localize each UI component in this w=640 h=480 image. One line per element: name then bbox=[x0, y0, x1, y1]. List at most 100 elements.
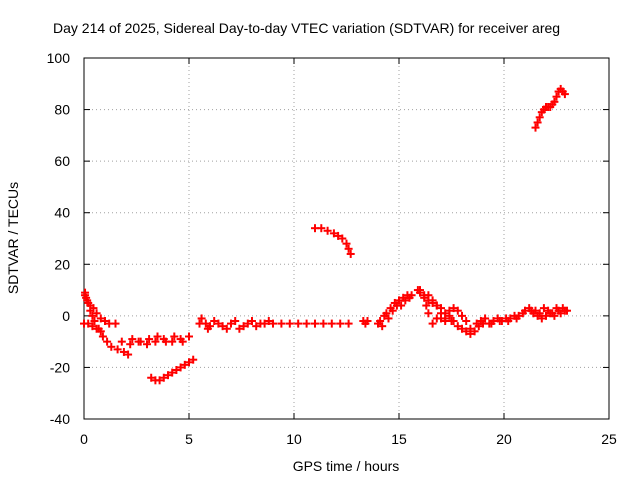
data-point bbox=[197, 314, 206, 323]
data-point bbox=[227, 319, 235, 328]
data-point bbox=[327, 319, 336, 328]
data-point bbox=[533, 118, 542, 127]
x-tick-label: 25 bbox=[601, 431, 617, 447]
data-point bbox=[428, 319, 437, 328]
data-point bbox=[319, 319, 328, 328]
data-point bbox=[416, 286, 424, 295]
data-point bbox=[285, 319, 294, 328]
data-point bbox=[388, 306, 397, 315]
data-point bbox=[550, 97, 559, 106]
y-tick-label: 0 bbox=[62, 308, 70, 324]
data-point bbox=[487, 319, 496, 328]
data-point bbox=[172, 366, 181, 375]
data-point bbox=[136, 337, 145, 346]
data-point bbox=[248, 317, 256, 326]
chart-title: Day 214 of 2025, Sidereal Day-to-day VTE… bbox=[53, 20, 560, 36]
data-point bbox=[311, 319, 319, 328]
data-point bbox=[214, 319, 223, 328]
data-point bbox=[428, 296, 437, 305]
data-point bbox=[294, 319, 303, 328]
data-point bbox=[92, 309, 101, 318]
data-point bbox=[470, 327, 479, 336]
x-tick-label: 0 bbox=[80, 431, 88, 447]
data-point bbox=[88, 322, 97, 331]
data-point bbox=[344, 244, 353, 253]
data-point bbox=[441, 314, 450, 323]
data-point bbox=[111, 319, 120, 328]
data-point bbox=[147, 373, 156, 382]
data-point bbox=[495, 317, 504, 326]
data-point bbox=[206, 322, 214, 331]
data-point bbox=[453, 306, 462, 315]
data-point bbox=[560, 90, 569, 99]
data-point bbox=[243, 319, 252, 328]
data-point bbox=[384, 314, 393, 323]
y-axis-label: SDTVAR / TECUs bbox=[5, 182, 21, 294]
axis-ticks bbox=[83, 57, 610, 420]
x-tick-label: 15 bbox=[391, 431, 407, 447]
data-point bbox=[401, 296, 410, 305]
data-point bbox=[210, 317, 219, 326]
data-point bbox=[531, 123, 540, 132]
data-point bbox=[119, 347, 128, 356]
y-tick-labels: -40 -20 0 20 40 60 80 100 bbox=[47, 50, 71, 427]
data-point bbox=[84, 319, 93, 328]
data-point bbox=[222, 324, 231, 333]
x-tick-label: 5 bbox=[185, 431, 193, 447]
x-tick-label: 20 bbox=[496, 431, 512, 447]
data-point bbox=[344, 319, 353, 328]
data-point bbox=[161, 337, 170, 346]
data-point bbox=[231, 317, 240, 326]
data-point bbox=[317, 224, 326, 233]
data-point bbox=[329, 229, 338, 238]
plot-frame bbox=[83, 57, 610, 420]
data-point bbox=[302, 319, 311, 328]
data-point bbox=[437, 309, 445, 318]
data-point bbox=[86, 306, 95, 315]
data-point bbox=[176, 363, 185, 372]
data-point bbox=[474, 322, 483, 331]
data-point bbox=[235, 324, 244, 333]
data-point bbox=[336, 319, 345, 328]
data-point bbox=[180, 360, 189, 369]
data-point bbox=[458, 324, 466, 333]
data-point bbox=[453, 322, 462, 331]
data-point bbox=[449, 304, 458, 313]
data-point bbox=[512, 314, 521, 323]
data-point bbox=[103, 337, 112, 346]
data-point bbox=[96, 327, 105, 336]
data-point bbox=[145, 335, 154, 344]
y-tick-label: 40 bbox=[54, 205, 70, 221]
data-point bbox=[128, 335, 137, 344]
data-point bbox=[98, 332, 107, 341]
data-point bbox=[117, 337, 126, 346]
data-point bbox=[462, 317, 471, 326]
data-point bbox=[378, 322, 387, 331]
data-point bbox=[81, 291, 90, 300]
data-point bbox=[382, 309, 391, 318]
x-axis-label: GPS time / hours bbox=[293, 458, 400, 474]
data-point bbox=[92, 324, 101, 333]
data-point bbox=[556, 309, 565, 318]
data-point bbox=[449, 317, 458, 326]
x-tick-label: 10 bbox=[286, 431, 302, 447]
data-point bbox=[552, 92, 561, 101]
y-tick-label: -40 bbox=[50, 411, 70, 427]
data-point bbox=[334, 231, 343, 240]
data-point bbox=[363, 317, 372, 326]
data-point bbox=[552, 304, 561, 313]
y-tick-label: 80 bbox=[54, 102, 70, 118]
data-point bbox=[159, 373, 168, 382]
data-point bbox=[422, 301, 431, 310]
data-point bbox=[466, 324, 475, 333]
data-point bbox=[96, 314, 105, 323]
y-tick-label: 100 bbox=[47, 50, 71, 66]
data-point bbox=[544, 306, 553, 315]
data-point bbox=[531, 306, 540, 315]
data-point bbox=[256, 319, 265, 328]
data-point bbox=[458, 311, 466, 320]
data-point bbox=[479, 319, 487, 328]
data-point bbox=[185, 358, 193, 367]
